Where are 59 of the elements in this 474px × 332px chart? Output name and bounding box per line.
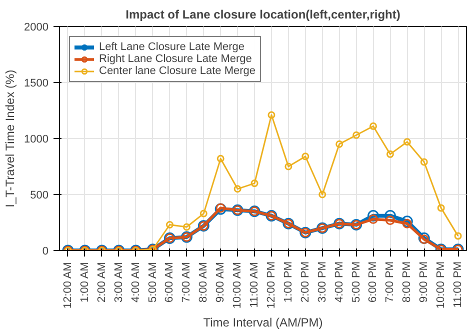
y-tick-label: 500 xyxy=(30,190,49,202)
y-tick-label: 0 xyxy=(42,246,49,258)
point xyxy=(418,232,430,244)
x-tick-label: 4:00 AM xyxy=(130,262,142,302)
x-tick-label: 11:00 PM xyxy=(452,261,464,308)
point xyxy=(318,190,326,198)
point xyxy=(419,234,429,244)
y-tick-label: 1500 xyxy=(24,78,49,90)
x-tick-label: 2:00 PM xyxy=(299,261,312,302)
x-tick-label: 9:00 AM xyxy=(214,262,227,302)
legend-label: Right Lane Closure Late Merge xyxy=(99,53,252,65)
x-tick-label: 6:00 AM xyxy=(164,262,176,302)
y-axis-title: I_T-Travel Time Index (%) xyxy=(3,70,18,208)
y-tick-label: 1000 xyxy=(24,134,49,146)
x-tick-label: 8:00 AM xyxy=(198,262,210,302)
chart-title: Impact of Lane closure location(left,center,right) xyxy=(126,8,400,22)
point xyxy=(401,216,413,228)
point xyxy=(200,210,208,218)
point xyxy=(336,140,344,148)
point xyxy=(437,204,445,212)
legend-label: Left Lane Closure Late Merge xyxy=(99,41,245,53)
x-tick-label: 7:00 AM xyxy=(180,262,193,302)
x-tick-label: 9:00 PM xyxy=(418,261,430,302)
x-tick-label: 4:00 PM xyxy=(333,261,346,302)
point xyxy=(386,150,394,158)
point xyxy=(268,111,276,119)
point xyxy=(302,152,310,160)
x-tick-label: 1:00 PM xyxy=(282,261,294,302)
point xyxy=(284,162,292,170)
point xyxy=(367,210,379,222)
x-tick-label: 5:00 AM xyxy=(146,262,159,302)
x-tick-label: 10:00 PM xyxy=(435,261,448,309)
point xyxy=(368,214,378,224)
legend-label: Center lane Closure Late Merge xyxy=(99,65,256,77)
x-tick-label: 12:00 PM xyxy=(265,261,278,309)
point xyxy=(420,158,428,166)
point xyxy=(403,138,411,146)
x-tick-label: 11:00 AM xyxy=(248,262,261,308)
x-tick-label: 12:00 AM xyxy=(62,262,74,309)
x-tick-label: 7:00 PM xyxy=(384,261,396,302)
point xyxy=(369,122,377,130)
y-tick-label: 2000 xyxy=(24,22,49,34)
point xyxy=(385,216,395,225)
point xyxy=(182,223,190,231)
x-tick-label: 8:00 PM xyxy=(401,261,414,302)
point xyxy=(402,218,412,228)
x-axis-title: Time Interval (AM/PM) xyxy=(203,316,323,330)
point xyxy=(216,154,224,162)
x-tick-label: 10:00 AM xyxy=(232,262,244,309)
point xyxy=(166,220,174,228)
x-tick-label: 3:00 PM xyxy=(316,261,328,302)
point xyxy=(250,180,258,188)
x-tick-label: 2:00 AM xyxy=(96,262,108,302)
point xyxy=(352,131,360,139)
x-tick-label: 3:00 AM xyxy=(112,262,125,302)
x-tick-label: 6:00 PM xyxy=(367,261,380,302)
x-tick-label: 5:00 PM xyxy=(350,261,362,302)
x-tick-label: 1:00 AM xyxy=(78,262,91,302)
point xyxy=(234,185,242,193)
